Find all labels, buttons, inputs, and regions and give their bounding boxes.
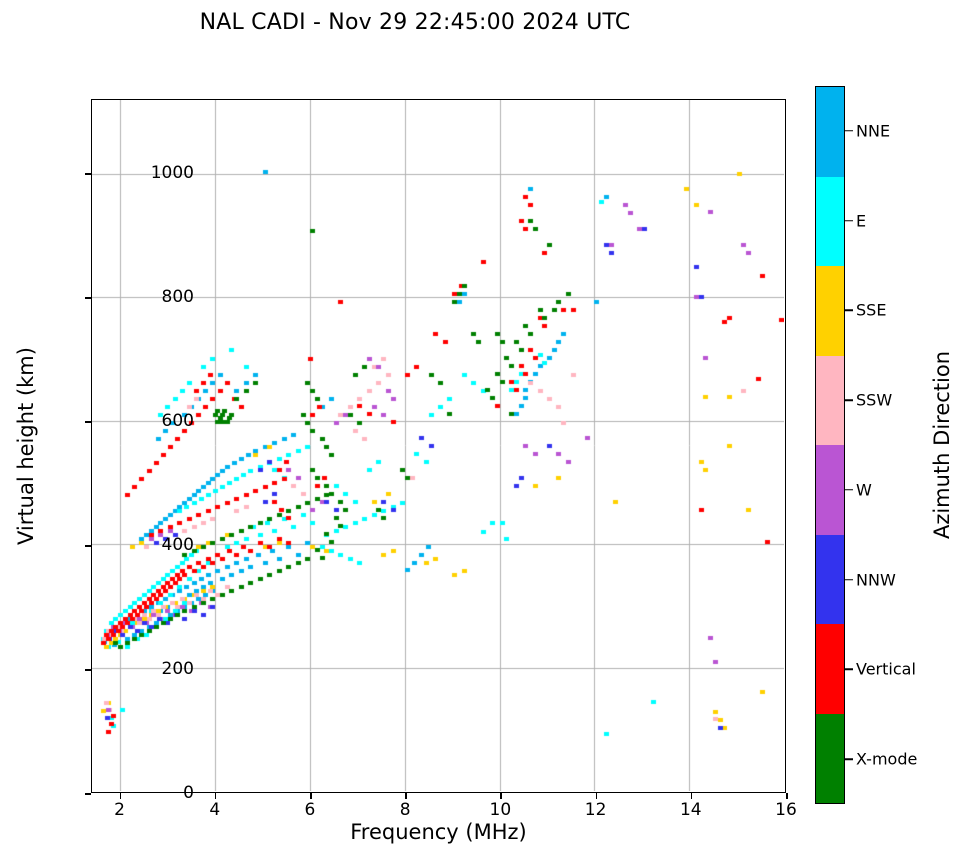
plot-area: [91, 99, 786, 793]
x-tick-label: 4: [209, 800, 221, 820]
page-title: NAL CADI - Nov 29 22:45:00 2024 UTC: [199, 10, 631, 35]
colorbar-label-w: W: [856, 480, 872, 500]
colorbar-tick: [845, 219, 853, 222]
colorbar-tick: [845, 130, 853, 132]
x-tick-label: 14: [679, 800, 702, 820]
x-tick-label: 16: [775, 800, 797, 820]
colorbar-segment-e[interactable]: [816, 176, 844, 266]
colorbar-tick: [845, 489, 853, 491]
x-tick-label: 2: [114, 800, 125, 820]
x-tick-mark: [119, 793, 122, 799]
y-tick-label: 800: [161, 287, 194, 308]
colorbar-tick: [845, 399, 853, 401]
colorbar-label-e: E: [856, 211, 867, 231]
colorbar-label-nne: NNE: [856, 121, 891, 141]
x-tick-mark: [595, 793, 598, 799]
x-tick-mark: [214, 793, 217, 799]
y-tick-label: 600: [161, 411, 194, 432]
colorbar-label-vertical: Vertical: [856, 659, 916, 679]
x-tick-mark: [405, 793, 407, 799]
y-tick-mark: [85, 545, 91, 547]
x-tick-mark: [500, 793, 502, 799]
x-axis-label: Frequency (MHz): [350, 820, 527, 844]
colorbar-tick: [845, 309, 853, 312]
colorbar-segment-nnw[interactable]: [816, 534, 844, 624]
y-tick-label: 400: [161, 535, 194, 556]
x-tick-label: 12: [584, 800, 607, 820]
y-tick-label: 0: [183, 783, 194, 803]
colorbar-label-ssw: SSW: [856, 390, 893, 410]
y-tick-label: 200: [161, 659, 194, 680]
x-tick-label: 8: [399, 800, 411, 820]
colorbar-segment-nne[interactable]: [816, 87, 844, 177]
x-tick-label: 10: [489, 800, 512, 820]
y-tick-mark: [85, 297, 91, 299]
colorbar-tick: [845, 668, 853, 671]
y-tick-label: 1000: [150, 163, 194, 184]
colorbar-segment-w[interactable]: [816, 445, 844, 535]
colorbar-tick: [845, 578, 853, 581]
colorbar[interactable]: [815, 86, 845, 804]
colorbar-label-x-mode: X-mode: [856, 749, 918, 769]
colorbar-segment-vertical[interactable]: [816, 624, 844, 714]
y-tick-mark: [85, 793, 91, 795]
colorbar-label-sse: SSE: [856, 300, 887, 320]
colorbar-title: Azimuth Direction: [930, 350, 954, 540]
y-tick-mark: [85, 421, 91, 423]
colorbar-segment-x-mode[interactable]: [816, 713, 844, 803]
x-tick-mark: [786, 793, 788, 799]
ionogram-data-canvas: [92, 100, 784, 791]
colorbar-label-nnw: NNW: [856, 570, 896, 590]
y-tick-mark: [85, 173, 91, 175]
colorbar-segment-ssw[interactable]: [816, 355, 844, 445]
x-tick-label: 6: [304, 800, 316, 820]
y-axis-label: Virtual height (km): [14, 347, 38, 545]
x-tick-mark: [690, 793, 693, 799]
y-tick-mark: [85, 669, 91, 671]
colorbar-tick: [845, 758, 853, 760]
colorbar-segment-sse[interactable]: [816, 266, 844, 356]
x-tick-mark: [309, 793, 312, 799]
